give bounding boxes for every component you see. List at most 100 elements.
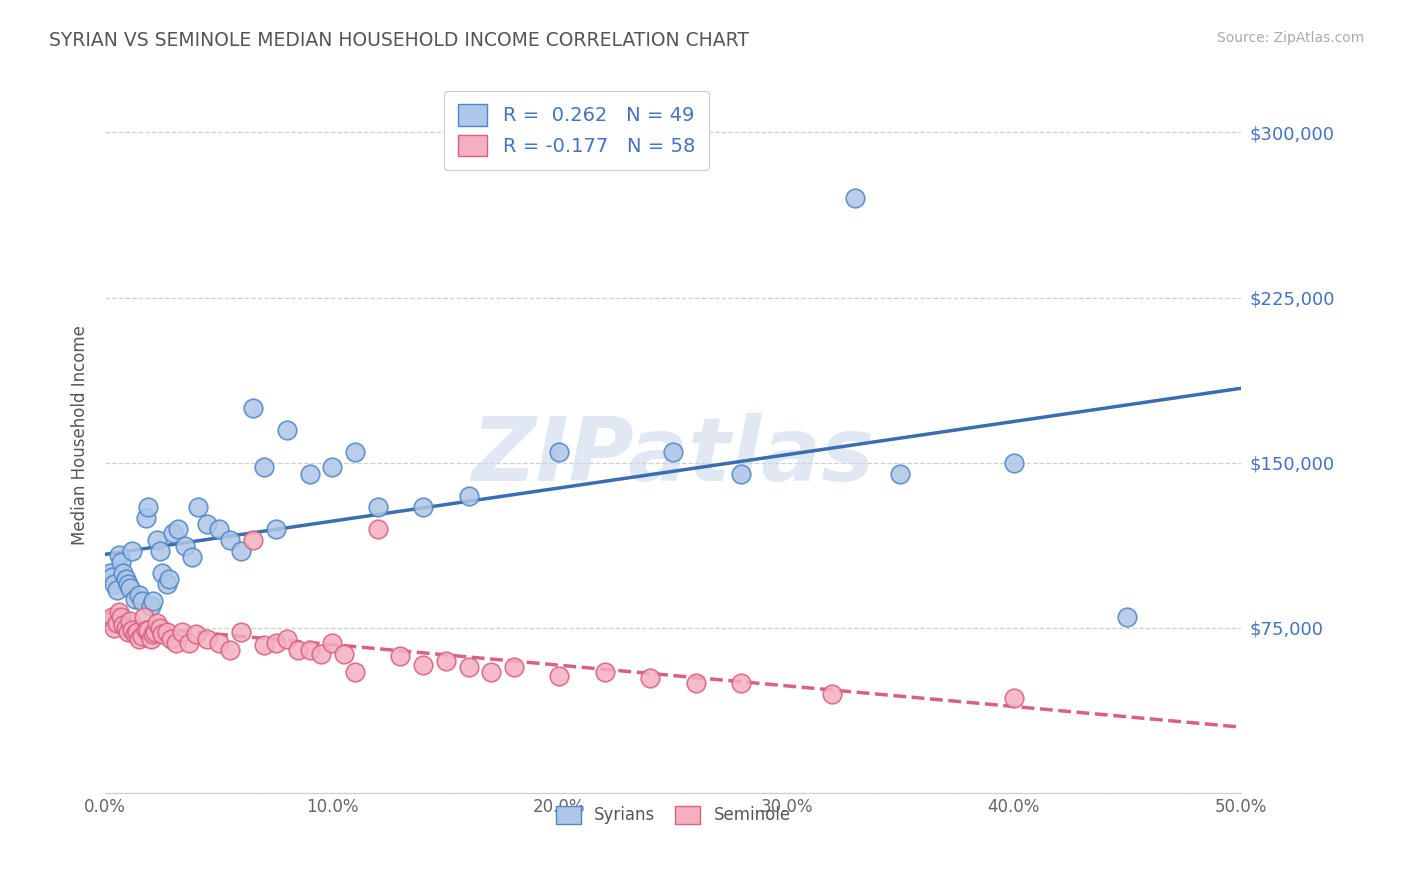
Point	[124, 592, 146, 607]
Point	[389, 649, 412, 664]
Point	[146, 533, 169, 547]
Point	[117, 625, 139, 640]
Point	[108, 548, 131, 562]
Point	[1002, 456, 1025, 470]
Point	[108, 605, 131, 619]
Point	[344, 444, 367, 458]
Point	[187, 500, 209, 514]
Point	[155, 576, 177, 591]
Point	[593, 665, 616, 679]
Point	[114, 621, 136, 635]
Point	[242, 533, 264, 547]
Point	[548, 444, 571, 458]
Point	[155, 625, 177, 640]
Point	[131, 594, 153, 608]
Point	[125, 625, 148, 640]
Point	[132, 609, 155, 624]
Point	[298, 467, 321, 481]
Point	[165, 636, 187, 650]
Point	[287, 642, 309, 657]
Point	[321, 459, 343, 474]
Point	[101, 570, 124, 584]
Point	[138, 623, 160, 637]
Point	[128, 588, 150, 602]
Point	[276, 423, 298, 437]
Point	[142, 627, 165, 641]
Text: Source: ZipAtlas.com: Source: ZipAtlas.com	[1216, 31, 1364, 45]
Point	[298, 642, 321, 657]
Point	[143, 625, 166, 640]
Point	[110, 609, 132, 624]
Point	[162, 526, 184, 541]
Point	[157, 572, 180, 586]
Point	[160, 632, 183, 646]
Point	[412, 500, 434, 514]
Point	[146, 616, 169, 631]
Point	[120, 581, 142, 595]
Point	[172, 625, 194, 640]
Point	[150, 627, 173, 641]
Point	[231, 543, 253, 558]
Point	[105, 616, 128, 631]
Point	[103, 621, 125, 635]
Point	[167, 522, 190, 536]
Point	[253, 459, 276, 474]
Point	[139, 599, 162, 613]
Point	[150, 566, 173, 580]
Point	[434, 654, 457, 668]
Point	[242, 401, 264, 415]
Point	[180, 550, 202, 565]
Point	[367, 500, 389, 514]
Text: SYRIAN VS SEMINOLE MEDIAN HOUSEHOLD INCOME CORRELATION CHART: SYRIAN VS SEMINOLE MEDIAN HOUSEHOLD INCO…	[49, 31, 749, 50]
Point	[503, 660, 526, 674]
Point	[1116, 609, 1139, 624]
Point	[101, 609, 124, 624]
Point	[98, 614, 121, 628]
Point	[179, 636, 201, 650]
Point	[479, 665, 502, 679]
Point	[121, 543, 143, 558]
Point	[114, 572, 136, 586]
Text: ZIPatlas: ZIPatlas	[471, 413, 875, 500]
Point	[276, 632, 298, 646]
Point	[110, 555, 132, 569]
Point	[105, 583, 128, 598]
Point	[321, 636, 343, 650]
Point	[149, 543, 172, 558]
Y-axis label: Median Household Income: Median Household Income	[72, 325, 89, 545]
Point	[730, 675, 752, 690]
Point	[264, 636, 287, 650]
Point	[344, 665, 367, 679]
Point	[730, 467, 752, 481]
Point	[98, 566, 121, 580]
Point	[457, 489, 479, 503]
Point	[412, 658, 434, 673]
Point	[457, 660, 479, 674]
Point	[120, 614, 142, 628]
Point	[685, 675, 707, 690]
Point	[139, 632, 162, 646]
Point	[844, 192, 866, 206]
Point	[367, 522, 389, 536]
Point	[821, 687, 844, 701]
Point	[253, 638, 276, 652]
Point	[332, 647, 354, 661]
Point	[103, 576, 125, 591]
Point	[309, 647, 332, 661]
Point	[184, 627, 207, 641]
Point	[112, 566, 135, 580]
Legend: Syrians, Seminole: Syrians, Seminole	[546, 796, 800, 834]
Point	[197, 517, 219, 532]
Point	[131, 629, 153, 643]
Point	[640, 671, 662, 685]
Point	[135, 510, 157, 524]
Point	[662, 444, 685, 458]
Point	[889, 467, 911, 481]
Point	[548, 669, 571, 683]
Point	[117, 576, 139, 591]
Point	[219, 533, 242, 547]
Point	[231, 625, 253, 640]
Point	[142, 594, 165, 608]
Point	[121, 623, 143, 637]
Point	[219, 642, 242, 657]
